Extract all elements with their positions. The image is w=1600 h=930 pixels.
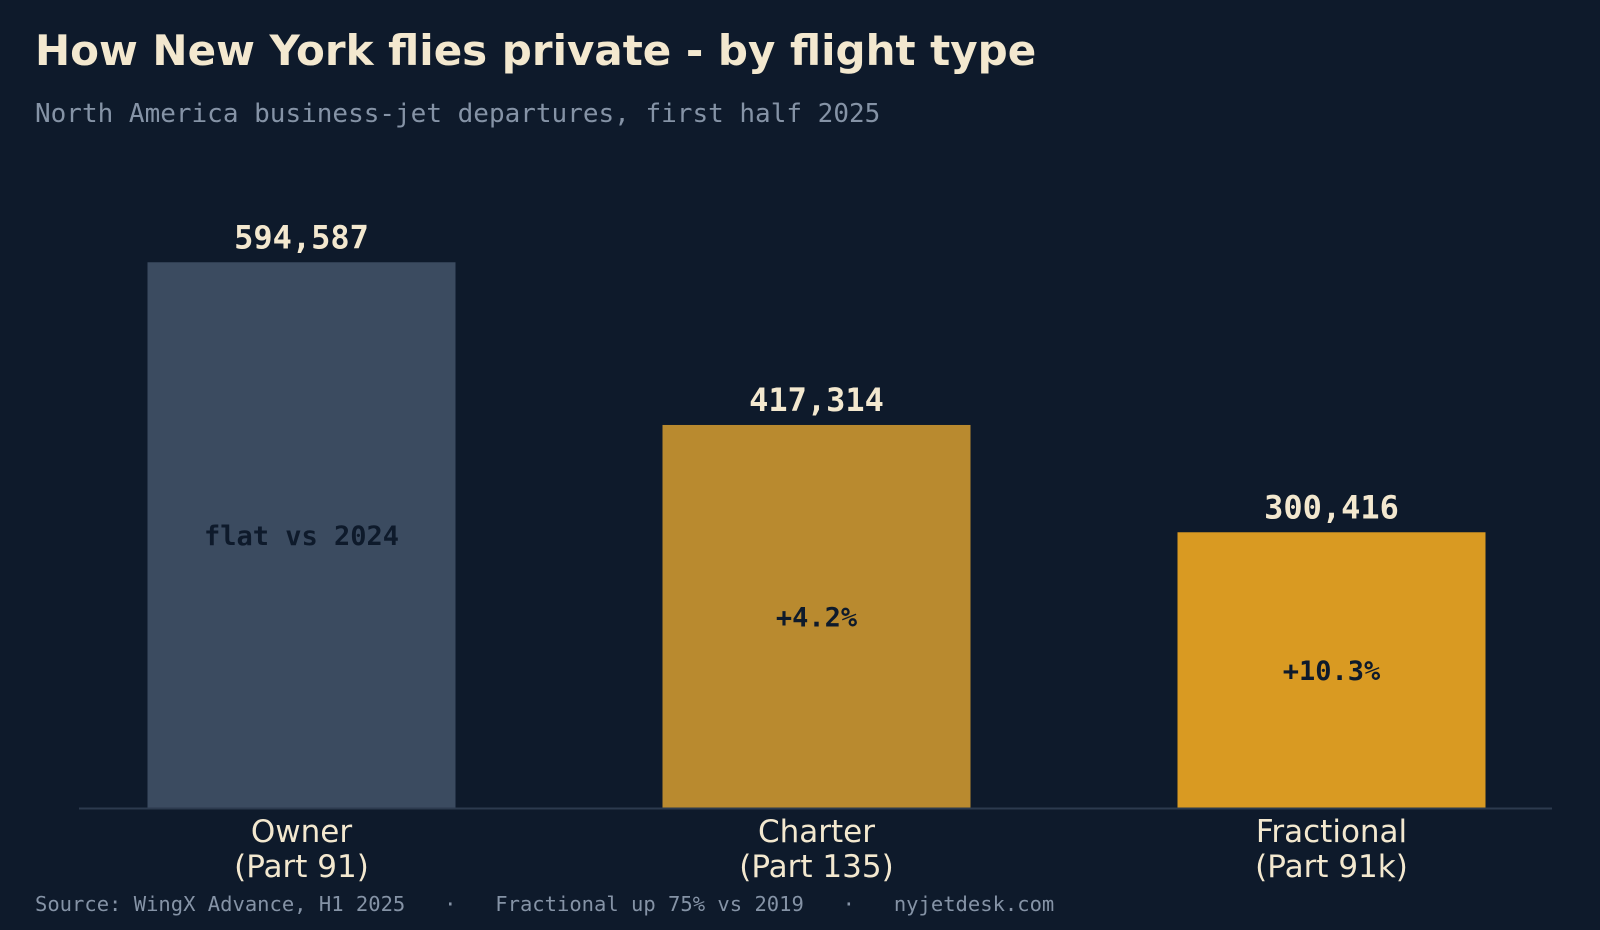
bar-0 [147, 262, 456, 808]
bar-2 [1177, 532, 1486, 808]
site-credit: nyjetdesk.com [893, 892, 1055, 916]
x-tick-label: (Part 135) [739, 849, 893, 885]
footer-separator: · [444, 892, 457, 916]
labels-layer: 594,587 flat vs 2024 Owner(Part 91) 417,314… [204, 218, 1408, 885]
x-tick-label: (Part 91) [234, 849, 369, 885]
bar-change-label: flat vs 2024 [204, 521, 399, 552]
x-tick-label: Owner [251, 814, 352, 850]
chart-subtitle: North America business-jet departures, f… [35, 99, 881, 129]
bar-change-label: +4.2% [776, 602, 858, 633]
bar-change-label: +10.3% [1283, 656, 1381, 687]
chart-title: How New York flies private - by flight t… [35, 26, 1037, 75]
source-note: Source: WingX Advance, H1 2025 [35, 892, 406, 916]
x-tick-label: Fractional [1256, 814, 1407, 850]
x-tick-label: (Part 91k) [1255, 849, 1408, 885]
bar-value-label: 417,314 [749, 381, 884, 419]
bars-layer [147, 262, 1486, 808]
fractional-growth-note: Fractional up 75% vs 2019 [495, 892, 804, 916]
bar-value-label: 300,416 [1264, 488, 1399, 526]
x-tick-label: Charter [758, 814, 875, 850]
bar-1 [662, 424, 971, 808]
footer-separator: · [842, 892, 855, 916]
chart-footer: Source: WingX Advance, H1 2025 · Fractiona… [35, 890, 1054, 918]
bar-value-label: 594,587 [234, 218, 369, 256]
